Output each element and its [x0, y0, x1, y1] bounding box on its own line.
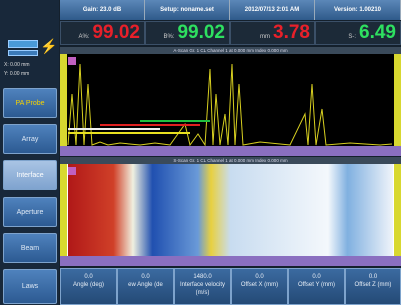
parameter-label: Offset X (mm): [232, 281, 287, 289]
parameter-value: 0.0: [346, 273, 400, 281]
reading-value: 99.02: [92, 22, 140, 44]
parameter-value: 0.0: [232, 273, 287, 281]
parameter-value: 1480.0: [175, 273, 230, 281]
y-position: Y: 0.00 mm: [4, 71, 29, 77]
reading: A%:99.02: [60, 21, 145, 45]
menu-button[interactable]: Beam: [3, 233, 57, 263]
reading-label: A%:: [78, 34, 89, 40]
menu-button[interactable]: Aperture: [3, 197, 57, 227]
menu-button[interactable]: Laws: [3, 269, 57, 304]
parameter-label: Offset Y (mm): [289, 281, 344, 289]
parameter-value: 0.0: [61, 273, 116, 281]
menu-button[interactable]: PA Probe: [3, 88, 57, 118]
reading: B%:99.02: [145, 21, 230, 45]
sscan-title: S-Scan Gr. 1 CL Channel 1 at 0.000 mm In…: [60, 157, 401, 164]
parameter-value: 0.0: [289, 273, 344, 281]
battery-icon: [8, 50, 38, 56]
reading-label: mm: [260, 34, 270, 40]
screen: ⚡ X: 0.00 mm Y: 0.00 mm Gain: 23.0 dB Se…: [0, 0, 401, 305]
parameter-label: ew Angle (de: [118, 281, 173, 289]
reading-value: 3.78: [273, 22, 310, 44]
parameter-value: 0.0: [118, 273, 173, 281]
parameter-label: Interface velocity (m/s): [175, 281, 230, 297]
reading-label: S-:: [348, 34, 356, 40]
parameter-label: Angle (deg): [61, 281, 116, 289]
reading-value: 99.02: [177, 22, 225, 44]
datetime: 2012/07/13 2:01 AM: [230, 0, 315, 20]
menu-button[interactable]: Array: [3, 124, 57, 154]
reading-label: B%:: [163, 34, 174, 40]
x-position: X: 0.00 mm: [4, 62, 30, 68]
ascan-title: A-Scan Gr. 1 CL Channel 1 at 0.000 mm In…: [60, 47, 401, 54]
menu-button-active[interactable]: Interface: [3, 160, 57, 190]
power-icon: ⚡: [40, 38, 57, 55]
version: Version: 1.00210: [315, 0, 401, 20]
reading-value: 6.49: [359, 22, 396, 44]
battery-icon: [8, 40, 38, 48]
parameter-label: Offset Z (mm): [346, 281, 400, 289]
ascan: [60, 54, 401, 156]
reading: S-:6.49: [315, 21, 401, 45]
gain: Gain: 23.0 dB: [60, 0, 145, 20]
sscan: [60, 164, 401, 266]
setup: Setup: noname.set: [145, 0, 230, 20]
